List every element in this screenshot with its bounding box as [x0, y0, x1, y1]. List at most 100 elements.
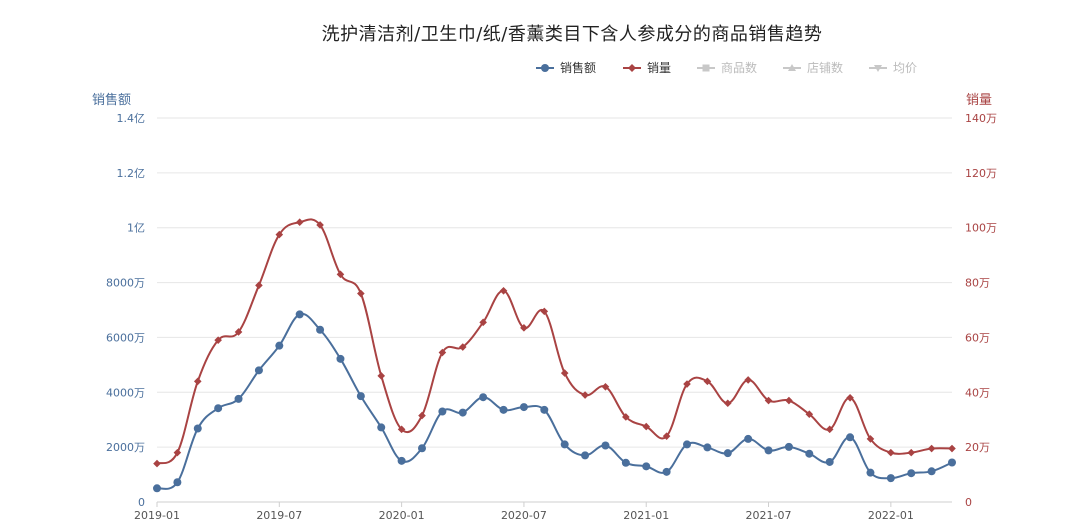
data-point	[886, 474, 895, 483]
data-point	[948, 444, 956, 453]
data-point	[560, 369, 569, 377]
y-left-tick-label: 4000万	[106, 386, 145, 399]
y-right-tick-label: 100万	[965, 222, 997, 235]
x-tick-label: 2021-01	[623, 509, 669, 522]
data-point	[621, 458, 630, 467]
data-point	[173, 448, 182, 457]
data-point	[397, 456, 406, 465]
data-point	[683, 380, 691, 388]
chart-title: 洗护清洁剂/卫生巾/纸/香薰类目下含人参成分的商品销售趋势	[321, 24, 823, 45]
data-point	[275, 230, 284, 239]
data-point	[622, 413, 630, 421]
data-point	[356, 392, 365, 401]
data-point	[744, 434, 753, 443]
data-point	[295, 218, 304, 227]
data-point	[866, 468, 875, 477]
data-point	[703, 377, 712, 386]
data-point	[438, 407, 447, 416]
data-point	[377, 372, 386, 380]
y-right-tick-label: 80万	[965, 277, 990, 290]
data-point	[927, 444, 936, 453]
data-point	[560, 440, 569, 449]
data-point	[785, 396, 793, 405]
y-right-tick-label: 20万	[965, 441, 990, 454]
legend-item-label[interactable]: 销售额	[560, 60, 596, 75]
series-line-sales-amount	[156, 312, 953, 490]
data-point	[173, 478, 182, 487]
data-point	[927, 467, 936, 476]
legend-item-label[interactable]: 店铺数	[807, 60, 843, 75]
data-point	[499, 287, 508, 295]
data-point	[642, 422, 651, 431]
legend-item-label[interactable]: 均价	[893, 61, 917, 75]
data-point	[214, 336, 222, 344]
data-point	[540, 405, 549, 414]
y-right-tick-label: 140万	[965, 112, 997, 125]
y-left-tick-label: 2000万	[106, 441, 145, 454]
legend-item-label[interactable]: 商品数	[721, 60, 757, 75]
y-right-tick-label: 60万	[965, 331, 990, 344]
data-point	[866, 435, 875, 443]
data-point	[744, 376, 752, 384]
data-point	[662, 432, 671, 440]
data-point	[805, 449, 814, 458]
data-point	[214, 404, 223, 413]
y-left-axis-label: 销售额	[92, 92, 131, 108]
data-point	[438, 348, 447, 357]
x-tick-label: 2019-01	[134, 509, 180, 522]
data-point	[275, 341, 284, 350]
data-point	[479, 318, 487, 327]
data-point	[234, 394, 243, 403]
y-right-axis-label: 销量	[966, 93, 992, 108]
data-point	[153, 459, 161, 468]
data-point	[846, 433, 855, 442]
data-point	[499, 405, 508, 414]
data-point	[703, 443, 712, 452]
data-point	[540, 307, 549, 316]
data-point	[683, 440, 691, 449]
y-left-tick-label: 1.2亿	[117, 167, 146, 180]
data-point	[784, 442, 793, 451]
data-point	[479, 393, 488, 402]
data-point	[418, 411, 426, 420]
data-point	[723, 399, 732, 408]
triangle-icon	[788, 64, 796, 71]
data-point	[601, 383, 610, 391]
diamond-icon	[628, 64, 636, 72]
y-left-tick-label: 1亿	[127, 222, 145, 235]
data-point	[887, 448, 895, 457]
y-left-tick-label: 1.4亿	[117, 112, 146, 125]
data-point	[316, 325, 325, 334]
x-tick-label: 2021-07	[746, 509, 792, 522]
data-point	[723, 449, 732, 458]
data-point	[153, 484, 161, 493]
data-point	[458, 408, 467, 417]
data-point	[764, 446, 773, 455]
data-point	[418, 444, 426, 453]
data-point	[581, 451, 590, 460]
y-left-tick-label: 0	[138, 496, 145, 509]
data-point	[520, 324, 528, 332]
y-right-tick-label: 120万	[965, 167, 997, 180]
data-point	[805, 410, 814, 419]
data-point	[234, 328, 243, 336]
data-point	[581, 391, 589, 399]
series-line-sales-volume	[156, 218, 953, 465]
square-icon	[702, 64, 710, 72]
data-point	[825, 457, 834, 466]
y-left-tick-label: 8000万	[106, 277, 145, 290]
data-point	[764, 396, 773, 405]
data-point	[336, 354, 345, 363]
data-point	[254, 366, 263, 375]
data-point	[907, 448, 916, 457]
y-right-tick-label: 0	[965, 496, 972, 509]
data-point	[458, 343, 467, 351]
data-point	[601, 441, 610, 450]
data-point	[907, 469, 916, 478]
data-point	[519, 403, 528, 412]
legend-item-label[interactable]: 销量	[647, 61, 671, 75]
data-point	[662, 467, 671, 476]
data-point	[642, 462, 651, 471]
